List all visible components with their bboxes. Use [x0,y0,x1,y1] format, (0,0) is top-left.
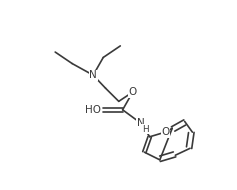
Text: O: O [161,127,169,137]
Text: HO: HO [85,105,101,115]
Text: N: N [137,118,144,128]
Text: O: O [129,87,137,97]
Text: H: H [142,125,148,134]
Text: N: N [89,70,97,80]
